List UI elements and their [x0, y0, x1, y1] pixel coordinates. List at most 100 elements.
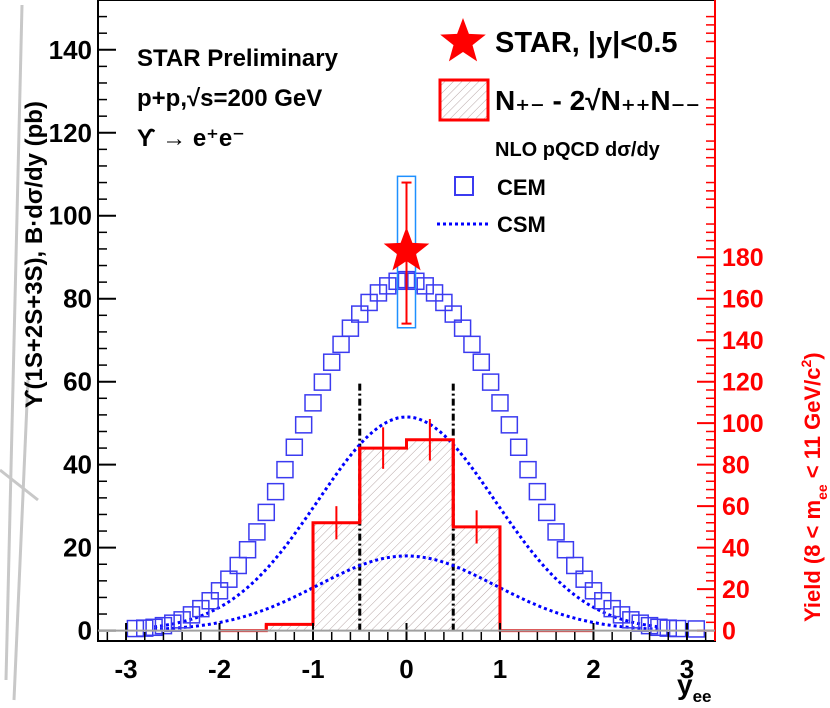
cem-point [360, 293, 378, 312]
r-tick-label: 40 [722, 535, 750, 563]
x-axis-ticks: -3 -2 -1 0 1 2 3 [106, 623, 707, 684]
r-tick-label: 80 [722, 452, 750, 480]
cem-point [547, 523, 565, 541]
cem-point [210, 582, 229, 600]
cem-point [584, 582, 603, 600]
cem-point [294, 416, 313, 434]
hist-bin-fill [266, 624, 314, 631]
x-tick-label: -2 [208, 654, 231, 684]
cem-point [556, 540, 575, 559]
r-tick-label: 120 [722, 369, 764, 397]
x-tick-label: -1 [301, 654, 324, 684]
legend-hist-marker [438, 78, 490, 122]
cem-point [425, 284, 444, 302]
cem-point [416, 277, 434, 295]
cem-point [519, 460, 537, 479]
cem-point [173, 611, 191, 629]
cem-point [313, 373, 332, 391]
star-measurement [383, 175, 430, 329]
cem-point [566, 556, 584, 575]
csm-curves [153, 415, 660, 631]
legend-cem-marker [454, 176, 474, 196]
csm-curve [153, 415, 660, 629]
x-tick-label: 0 [399, 654, 413, 684]
r-tick-label: 0 [722, 618, 736, 646]
cem-point [491, 394, 509, 412]
x-tick-label: 1 [493, 654, 507, 684]
cem-point [248, 523, 266, 541]
cem-point [453, 319, 472, 337]
cem-point [332, 335, 350, 354]
histogram-fill [266, 439, 500, 631]
x-tick-label: 3 [680, 654, 694, 684]
cem-point [201, 592, 219, 610]
hist-bin-fill [453, 526, 500, 631]
r-tick-label: 140 [722, 327, 764, 355]
r-tick-label: 100 [722, 410, 764, 438]
cem-point [220, 570, 238, 588]
legend-hist-label: N₊₋ - 2√N₊₊N₋₋ [495, 85, 700, 116]
cem-point [668, 619, 687, 638]
cem-point [481, 373, 500, 391]
right-axis-title: Yield (8 < mee < 11 GeV/c2) [798, 352, 830, 622]
cem-point [622, 611, 640, 629]
cem-point [528, 482, 547, 501]
decay-label: ϒ → e⁺e⁻ [137, 125, 245, 152]
cem-point [444, 305, 462, 323]
r-tick-label: 160 [722, 286, 764, 314]
cem-point [435, 293, 453, 312]
hist-bin-fill [359, 448, 407, 631]
r-tick-label: 20 [722, 576, 750, 604]
preliminary-label: STAR Preliminary [137, 45, 339, 72]
star-marker [383, 227, 430, 271]
cem-point [276, 460, 294, 479]
legend: STAR, |y|<0.5 N₊₋ - 2√N₊₊N₋₋ NLO pQCD dσ… [437, 18, 700, 237]
hist-bin-fill [406, 439, 454, 631]
cem-point [285, 438, 304, 456]
cem-point [379, 277, 397, 295]
cem-point [145, 618, 163, 637]
legend-nlo-title: NLO pQCD dσ/dy [495, 139, 661, 161]
y-tick-label: 100 [49, 201, 92, 231]
y-tick-label: 140 [49, 35, 92, 65]
legend-star-marker [440, 18, 486, 62]
cem-point [341, 319, 360, 337]
r-tick-label: 60 [722, 493, 750, 521]
r-tick-label: 180 [722, 244, 764, 272]
left-axis-title: ϒ(1S+2S+3S), B·dσ/dy (pb) [21, 101, 48, 408]
cem-point [509, 438, 528, 456]
legend-csm-label: CSM [497, 212, 546, 237]
y-tick-label: 0 [78, 616, 92, 646]
cem-point [304, 394, 322, 412]
cem-point [322, 353, 341, 371]
cem-point [537, 503, 556, 522]
cem-point [351, 305, 369, 323]
right-axis-ticks: 0 20 40 60 80 100 120 140 160 180 [697, 15, 764, 646]
x-axis-title: yee [677, 669, 712, 706]
cem-point [463, 335, 481, 354]
cem-point [603, 599, 621, 618]
cem-point [257, 503, 276, 522]
y-tick-label: 60 [63, 367, 92, 397]
y-tick-label: 20 [63, 533, 92, 563]
cem-point [238, 540, 257, 559]
csm-curve [154, 554, 659, 631]
y-tick-label: 40 [63, 450, 92, 480]
cem-point [182, 606, 201, 624]
cem-point [229, 556, 247, 575]
system-label: p+p,√s=200 GeV [137, 85, 322, 112]
y-tick-label: 120 [49, 118, 92, 148]
cem-point [650, 618, 668, 637]
histogram-points [313, 419, 500, 544]
cem-point [266, 482, 285, 501]
x-tick-label: 2 [586, 654, 600, 684]
legend-cem-label: CEM [497, 175, 546, 200]
cem-point [612, 606, 631, 624]
y-tick-label: 80 [63, 284, 92, 314]
cem-point [472, 353, 491, 371]
cem-point [687, 620, 706, 638]
cem-point [575, 570, 593, 588]
cem-point [126, 619, 145, 638]
cem-point [500, 416, 519, 434]
